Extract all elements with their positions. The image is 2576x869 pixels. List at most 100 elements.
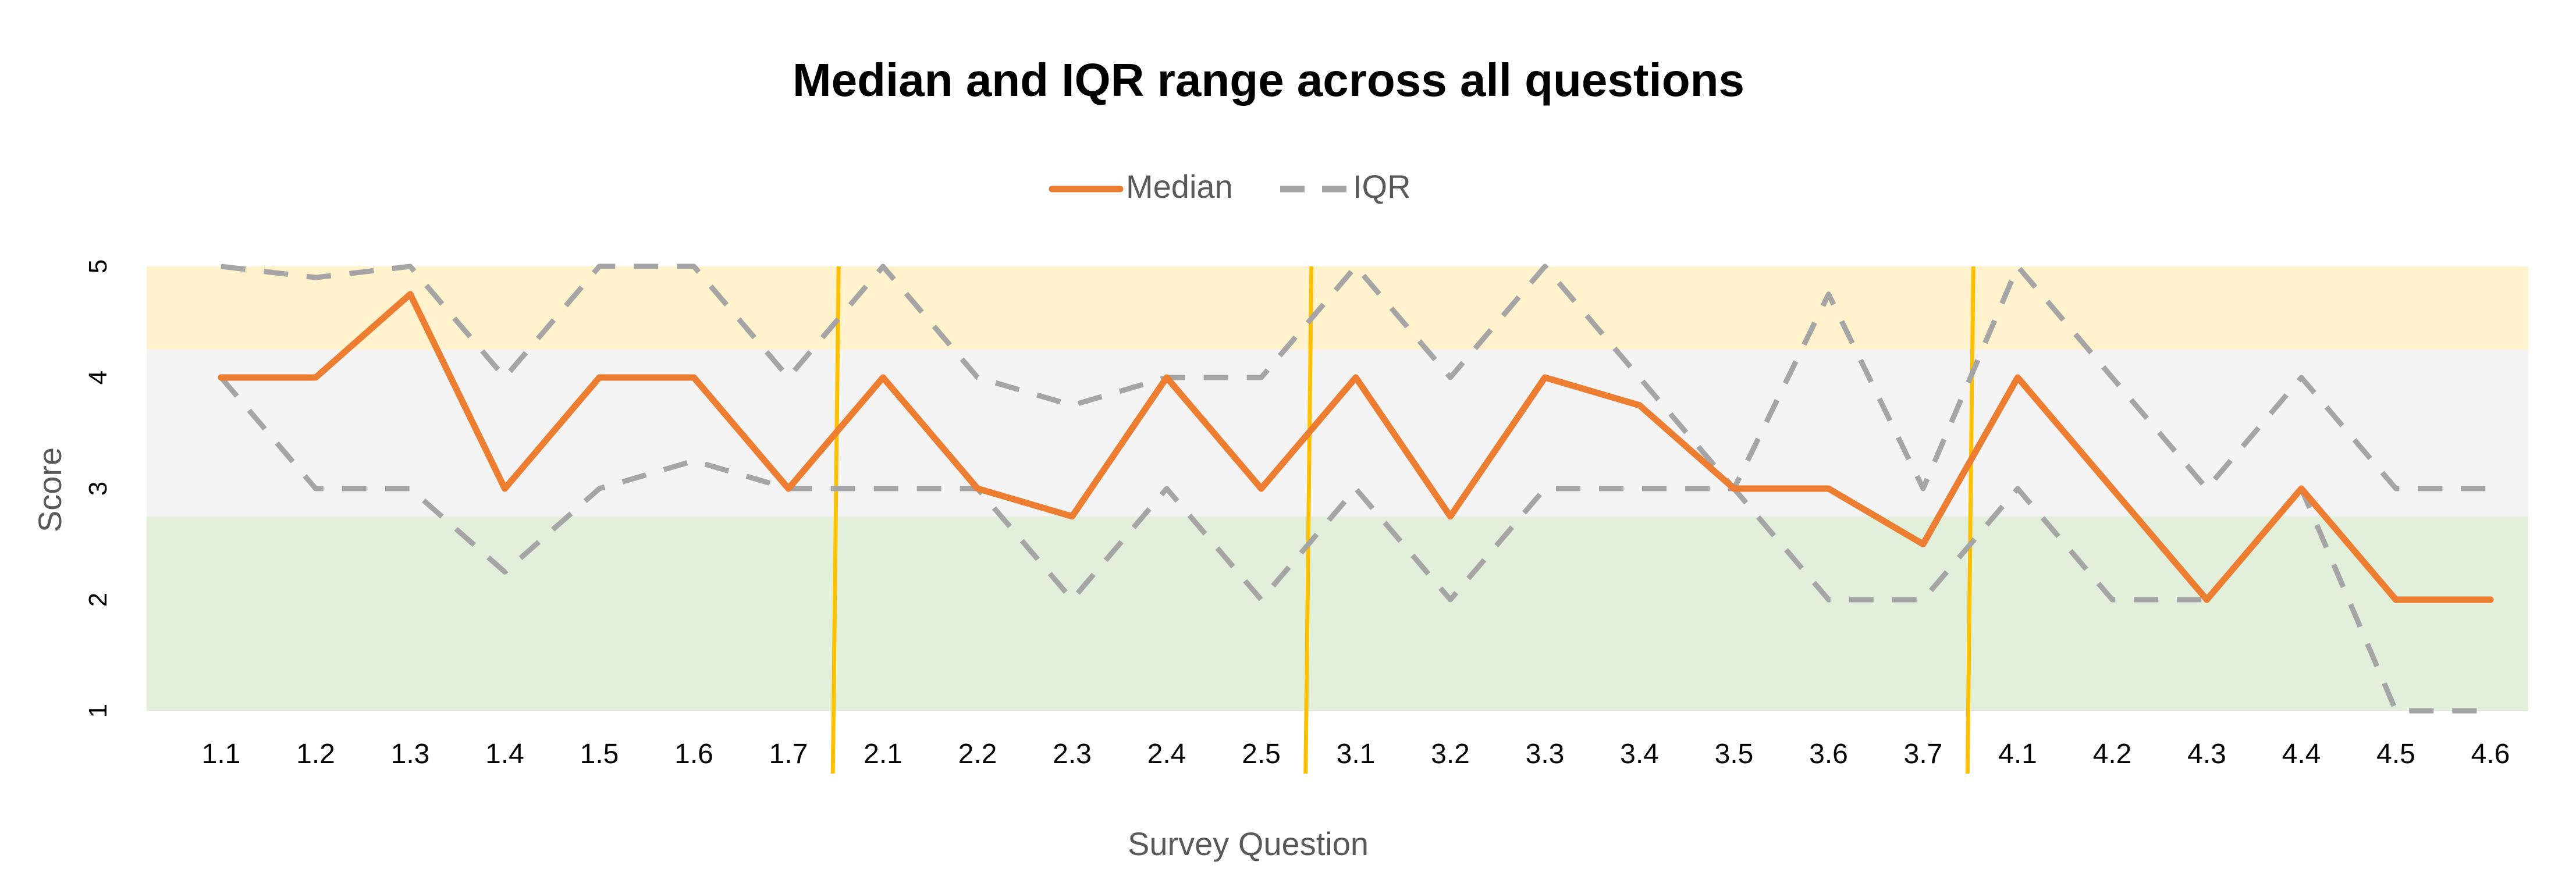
median-point	[504, 488, 506, 489]
x-tick-label: 3.1	[1337, 739, 1376, 770]
section-divider-3	[1965, 266, 1975, 774]
median-point	[315, 377, 317, 378]
iqr-lower-point	[2017, 488, 2019, 489]
x-tick-label: 1.6	[674, 739, 713, 770]
x-tick-label: 2.2	[958, 739, 997, 770]
median-point	[694, 377, 695, 378]
median-point	[410, 294, 411, 295]
legend-item-median: Median	[1049, 168, 1233, 205]
section-dividers	[830, 266, 1975, 774]
iqr-lower-point	[883, 488, 884, 489]
median-point	[2490, 599, 2491, 600]
iqr-lower-point	[315, 488, 317, 489]
y-axis-title: Score	[31, 447, 68, 532]
median-point	[1450, 516, 1451, 517]
legend-label-median: Median	[1126, 168, 1233, 205]
median-point	[1923, 544, 1924, 545]
x-tick-label: 4.1	[1998, 739, 2037, 770]
median-point	[2301, 488, 2302, 489]
median-point	[599, 377, 600, 378]
median-point	[1639, 405, 1640, 406]
median-point	[1072, 516, 1073, 517]
iqr-lower-point	[599, 488, 600, 489]
median-point	[221, 377, 222, 378]
iqr-lower-point	[504, 571, 506, 572]
y-tick-label: 1	[84, 704, 112, 718]
score-band-1	[147, 350, 2528, 517]
iqr-lower-point	[1355, 488, 1356, 489]
y-tick-label: 5	[84, 259, 112, 273]
x-tick-label: 3.4	[1620, 739, 1659, 770]
iqr-upper-point	[977, 377, 978, 378]
x-tick-label: 1.2	[296, 739, 335, 770]
legend-label-iqr: IQR	[1353, 168, 1411, 205]
x-tick-label: 2.3	[1053, 739, 1092, 770]
x-tick-label: 4.3	[2187, 739, 2226, 770]
iqr-lower-point	[2490, 710, 2491, 711]
x-tick-label: 1.7	[769, 739, 808, 770]
median-point	[1828, 488, 1829, 489]
iqr-upper-point	[2396, 488, 2397, 489]
iqr-lower-point	[1072, 599, 1073, 600]
iqr-lower-point	[1166, 488, 1167, 489]
median-point	[2017, 377, 2019, 378]
y-tick-label: 3	[84, 482, 112, 496]
iqr-upper-point	[1828, 294, 1829, 295]
iqr-upper-point	[504, 377, 506, 378]
iqr-upper-point	[694, 266, 695, 267]
median-point	[1166, 377, 1167, 378]
median-point	[2207, 599, 2208, 600]
iqr-upper-point	[1639, 377, 1640, 378]
iqr-lower-point	[1261, 599, 1262, 600]
y-tick-label: 2	[84, 593, 112, 607]
iqr-upper-point	[883, 266, 884, 267]
iqr-upper-point	[2207, 488, 2208, 489]
iqr-upper-point	[1355, 266, 1356, 267]
median-point	[1355, 377, 1356, 378]
median-point	[977, 488, 978, 489]
x-tick-label: 2.1	[864, 739, 903, 770]
iqr-upper-point	[2490, 488, 2491, 489]
iqr-upper-point	[2301, 377, 2302, 378]
iqr-lower-point	[1639, 488, 1640, 489]
median-point	[2112, 488, 2113, 489]
legend-item-iqr: IQR	[1280, 168, 1411, 205]
iqr-upper-point	[221, 266, 222, 267]
iqr-lower-point	[2112, 599, 2113, 600]
score-band-2	[147, 516, 2528, 711]
iqr-upper-point	[788, 377, 789, 378]
iqr-upper-point	[1261, 377, 1262, 378]
y-tick-label: 4	[84, 371, 112, 384]
iqr-upper-point	[599, 266, 600, 267]
iqr-upper-point	[2017, 266, 2019, 267]
median-line	[218, 291, 2494, 603]
x-tick-label: 3.5	[1715, 739, 1754, 770]
iqr-upper-point	[2112, 377, 2113, 378]
median-point	[1544, 377, 1545, 378]
chart-title: Median and IQR range across all question…	[793, 54, 1744, 106]
iqr-lower-point	[410, 488, 411, 489]
iqr-upper-point	[1072, 405, 1073, 406]
median-point	[788, 488, 789, 489]
iqr-lower-point	[2396, 710, 2397, 711]
x-tick-label: 4.2	[2093, 739, 2132, 770]
iqr-upper-point	[1544, 266, 1545, 267]
iqr-upper-line	[221, 263, 2490, 492]
x-tick-label: 4.6	[2471, 739, 2510, 770]
iqr-upper-point	[315, 277, 317, 278]
x-tick-label: 1.1	[202, 739, 241, 770]
iqr-lower-point	[1828, 599, 1829, 600]
x-tick-label: 4.4	[2282, 739, 2321, 770]
score-bands	[147, 266, 2528, 711]
iqr-upper-point	[1450, 377, 1451, 378]
x-tick-label: 1.5	[580, 739, 619, 770]
y-axis-ticks: 1 2 3 4 5	[84, 259, 112, 718]
x-tick-label: 1.3	[391, 739, 430, 770]
iqr-lower-point	[1544, 488, 1545, 489]
legend: Median IQR	[1049, 168, 1411, 205]
x-tick-label: 1.4	[485, 739, 524, 770]
x-tick-label: 2.5	[1242, 739, 1281, 770]
section-divider-1	[830, 266, 841, 774]
x-tick-label: 4.5	[2376, 739, 2415, 770]
